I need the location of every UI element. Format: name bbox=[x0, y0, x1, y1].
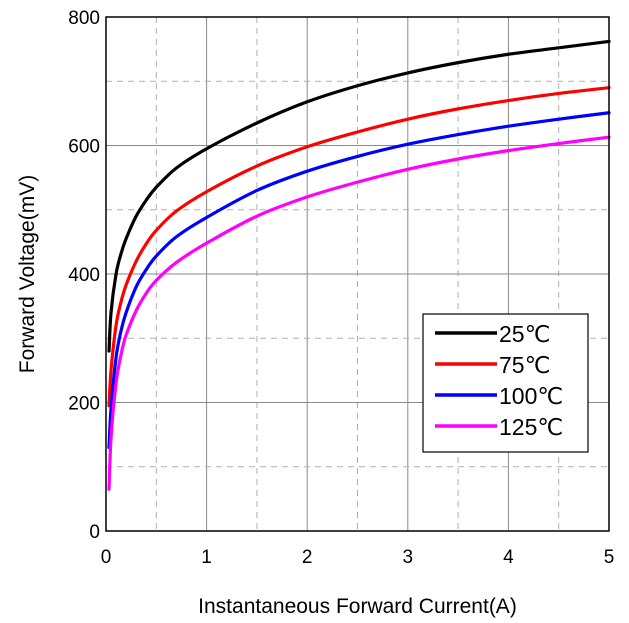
series-line-0 bbox=[107, 39, 611, 353]
y-axis-label: Forward Voltage(mV) bbox=[16, 175, 39, 373]
x-tick-label: 5 bbox=[604, 547, 615, 568]
x-axis-label: Instantaneous Forward Current(A) bbox=[198, 595, 517, 618]
x-tick-label: 2 bbox=[302, 547, 313, 568]
y-tick-label: 600 bbox=[68, 137, 100, 158]
legend-entry-label: 100℃ bbox=[499, 383, 563, 409]
legend-entry-label: 25℃ bbox=[499, 321, 550, 347]
y-tick-label: 400 bbox=[68, 265, 100, 286]
x-tick-label: 0 bbox=[101, 547, 112, 568]
plot-frame bbox=[105, 16, 610, 532]
legend: 25℃ 75℃ 100℃ 125℃ bbox=[422, 313, 589, 453]
y-tick-label: 0 bbox=[89, 522, 100, 543]
series-lines bbox=[107, 39, 611, 491]
legend-box bbox=[422, 313, 589, 453]
x-tick-label: 4 bbox=[503, 547, 514, 568]
series-line-3 bbox=[107, 135, 611, 491]
series-line-2 bbox=[107, 111, 611, 450]
x-tick-label: 3 bbox=[403, 547, 414, 568]
x-tick-label: 1 bbox=[201, 547, 212, 568]
y-tick-label: 800 bbox=[68, 8, 100, 29]
y-tick-label: 200 bbox=[68, 394, 100, 415]
tick-labels: 0 1 2 3 4 5 0 200 400 600 800 bbox=[68, 8, 614, 568]
series-line-1 bbox=[107, 86, 611, 408]
legend-entry-label: 125℃ bbox=[499, 414, 563, 440]
legend-entry-label: 75℃ bbox=[499, 352, 550, 378]
